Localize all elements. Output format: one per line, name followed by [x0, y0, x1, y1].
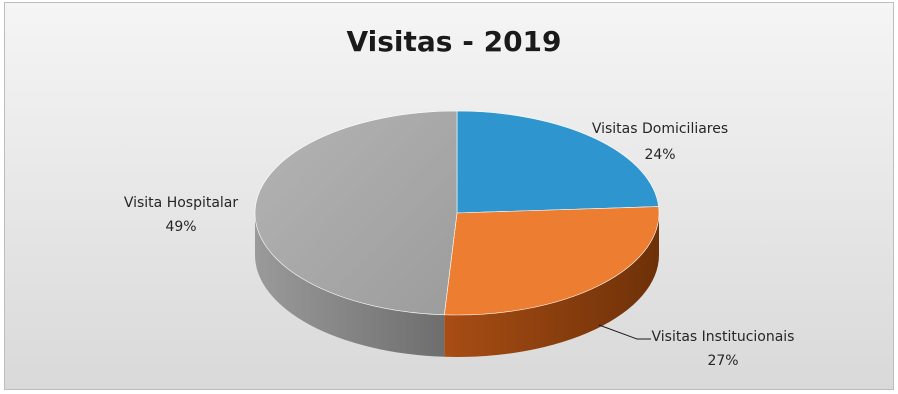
- data-label-percent-2: 49%: [165, 219, 196, 235]
- chart-title: Visitas - 2019: [346, 25, 561, 58]
- data-label-name-2: Visita Hospitalar: [124, 195, 239, 211]
- data-label-percent-0: 24%: [644, 147, 675, 163]
- slice-visitas-institucionais: [443, 206, 660, 316]
- leader-line: [598, 324, 651, 340]
- slice-visita-hospitalar: [254, 110, 458, 316]
- slice-side-2: [255, 213, 445, 357]
- data-label-percent-1: 27%: [707, 353, 738, 369]
- pie-chart: Visitas - 2019 Visitas Domiciliares24%Vi…: [124, 25, 795, 369]
- data-label-name-0: Visitas Domiciliares: [592, 121, 728, 137]
- data-labels: Visitas Domiciliares 24% Visitas Instituci…: [124, 121, 795, 369]
- chart-area: Visitas - 2019 Visitas Domiciliares 24% Vi…: [4, 2, 894, 390]
- pie-slices: [254, 110, 660, 357]
- data-label-name-1: Visitas Institucionais: [652, 329, 795, 345]
- slice-visitas-domiciliares: [456, 110, 659, 214]
- slice-side-1: [444, 213, 659, 357]
